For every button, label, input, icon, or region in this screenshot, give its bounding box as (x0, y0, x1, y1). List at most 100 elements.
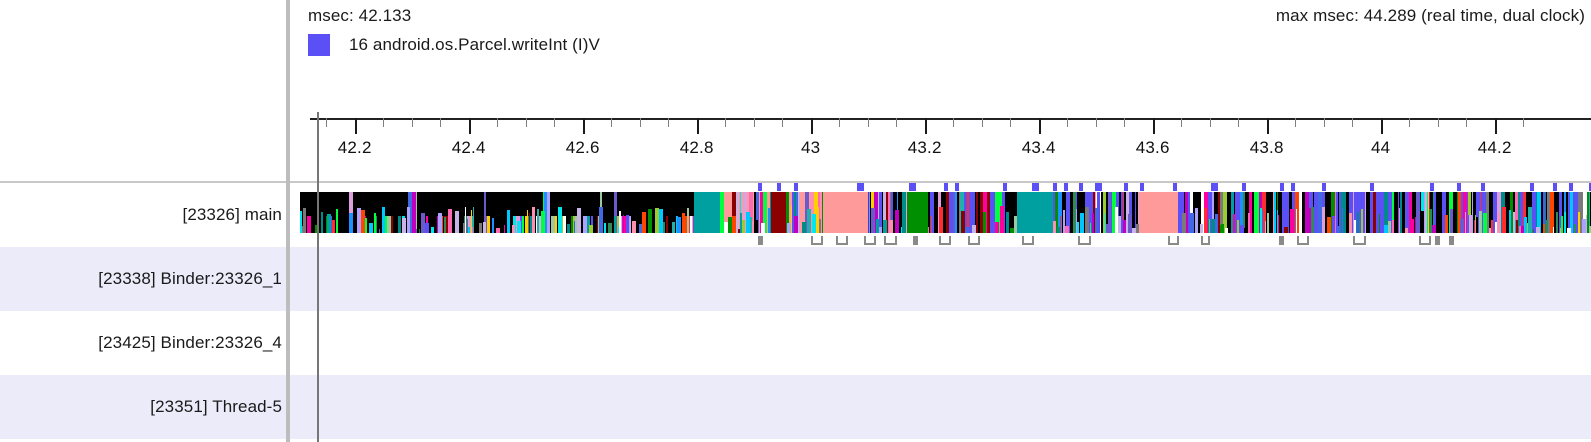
flame-segment (743, 192, 747, 233)
thread-row[interactable]: [23338] Binder:23326_1 (0, 247, 1591, 311)
flame-child-frame (802, 222, 806, 233)
flame-child-frame (618, 227, 619, 233)
time-ruler[interactable]: 42.2 42.4 42.6 42.8 43 43.2 43.4 43.6 43.8 44 44.2 (310, 118, 1591, 180)
flame-segment (1129, 192, 1130, 233)
flame-segment (1541, 192, 1543, 233)
flame-child-frame (1521, 226, 1524, 233)
flame-strip[interactable] (300, 183, 1591, 245)
call-range-bracket (1201, 236, 1210, 245)
flame-child-frame (1311, 207, 1314, 233)
selected-method-label: 16 android.os.Parcel.writeInt (I)V (349, 35, 600, 54)
flame-segment (1366, 192, 1370, 233)
flame-segment (417, 192, 421, 233)
flame-segment (1119, 192, 1121, 233)
flame-segment (1405, 192, 1406, 233)
flame-segment (547, 192, 550, 233)
ruler-minor-tick (1209, 118, 1211, 127)
flame-child-frame (1290, 209, 1294, 233)
flame-child-frame (1513, 212, 1515, 233)
flame-segment (1239, 192, 1240, 233)
thread-track[interactable] (290, 375, 1591, 439)
flame-child-frame (761, 223, 765, 233)
flame-segment (353, 192, 355, 233)
flame-segment (607, 192, 608, 233)
call-range-bracket (1168, 236, 1179, 245)
ruler-tick-label: 43.4 (1021, 138, 1056, 157)
ruler-minor-tick (668, 118, 670, 127)
flame-segment (1112, 192, 1116, 233)
thread-row[interactable]: [23326] main (0, 183, 1591, 247)
call-range-brackets (300, 236, 1591, 246)
thread-track[interactable] (290, 311, 1591, 375)
flame-segment (1058, 192, 1062, 233)
method-occurrence-marker (777, 183, 781, 191)
flame-segment (763, 192, 767, 233)
flame-segment (1273, 192, 1274, 233)
flame-child-frame (787, 223, 791, 233)
flame-segment (544, 192, 547, 233)
flame-child-frame (1553, 227, 1554, 233)
flame-child-frame (365, 218, 367, 233)
call-range-bracket (913, 236, 918, 245)
thread-row-label: [23326] main (182, 205, 282, 224)
flame-segment (720, 192, 724, 233)
ruler-minor-tick (1124, 118, 1126, 127)
selected-method-legend[interactable]: 16 android.os.Parcel.writeInt (I)V (308, 33, 600, 57)
flame-child-frame (1085, 207, 1089, 233)
flame-segment (798, 192, 799, 233)
flame-child-frame (632, 221, 636, 233)
time-cursor-line[interactable] (316, 112, 319, 442)
selected-method-markers (300, 183, 1591, 192)
flame-segment (969, 192, 972, 233)
flame-child-frame (473, 207, 474, 233)
ruler-major-tick (1266, 118, 1269, 134)
flame-segment (1188, 192, 1190, 233)
flame-segment (1461, 192, 1463, 233)
flame-segment (1398, 192, 1399, 233)
flame-child-frame (740, 213, 742, 233)
ruler-minor-tick (554, 118, 556, 127)
flame-segment (759, 192, 760, 233)
flame-segment (1486, 192, 1489, 233)
thread-track[interactable] (290, 247, 1591, 311)
flame-child-frame (1060, 216, 1061, 233)
method-occurrence-marker (1569, 183, 1573, 191)
flame-child-frame (1182, 213, 1186, 233)
flame-segment (1471, 192, 1472, 233)
flame-segment (1135, 192, 1136, 233)
flame-segment (870, 192, 871, 233)
flame-child-frame (1200, 224, 1203, 233)
flame-segment (1412, 192, 1416, 233)
flame-child-frame (1118, 216, 1121, 233)
thread-row[interactable]: [23351] Thread-5 (0, 375, 1591, 439)
flame-segment (1406, 192, 1409, 233)
flame-segment (800, 192, 802, 233)
flame-child-frame (754, 220, 758, 233)
flame-segment (1055, 192, 1058, 233)
call-range-bracket (1078, 236, 1091, 245)
flame-segment (1453, 192, 1455, 233)
flame-child-frame (419, 229, 420, 233)
flame-segment (891, 192, 893, 233)
flame-child-frame (1586, 215, 1587, 233)
flame-child-frame (677, 217, 681, 233)
flame-segment (349, 192, 353, 233)
thread-track[interactable] (290, 183, 1591, 247)
flame-segment (976, 192, 978, 233)
flame-segment (1537, 192, 1541, 233)
flame-segment (953, 192, 955, 233)
flame-child-frame (1354, 220, 1356, 233)
flame-segment (882, 192, 883, 233)
ruler-minor-tick (753, 118, 755, 127)
flame-child-frame (871, 208, 875, 233)
flame-child-frame (1195, 208, 1198, 233)
flame-segment (1088, 192, 1092, 233)
flame-child-frame (1460, 219, 1464, 233)
flame-segment (1100, 192, 1101, 233)
thread-row[interactable]: [23425] Binder:23326_4 (0, 311, 1591, 375)
flame-segment (792, 192, 794, 233)
flame-child-frame (1123, 220, 1126, 233)
flame-child-frame (895, 210, 899, 233)
flame-child-frame (327, 214, 331, 233)
flame-child-frame (300, 211, 302, 233)
